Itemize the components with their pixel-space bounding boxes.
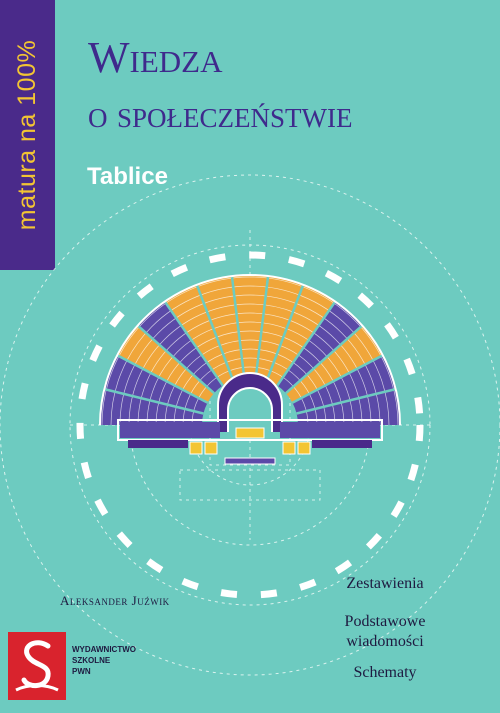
aisle xyxy=(136,324,215,395)
seat-row-arc xyxy=(173,348,327,426)
publisher-line-3: PWN xyxy=(72,667,91,676)
aisle xyxy=(195,284,235,381)
aisle xyxy=(291,354,384,404)
category-line-podstawowe: Podstawowe xyxy=(344,613,426,630)
aisle xyxy=(296,387,396,415)
aisle xyxy=(276,300,337,387)
aisle xyxy=(285,324,364,395)
aisle xyxy=(116,354,209,404)
author: Aleksander Juźwik xyxy=(60,593,170,608)
floor-band xyxy=(117,419,383,465)
publisher-name: WYDAWNICTWO SZKOLNE PWN xyxy=(72,644,136,677)
aisle xyxy=(163,300,224,387)
seat-row-arc xyxy=(155,330,345,426)
seat-sector xyxy=(296,389,400,425)
seat-row-arc xyxy=(182,357,318,426)
publisher-line-2: SZKOLNE xyxy=(72,656,111,665)
category-line-wiadomosci: wiadomości xyxy=(346,633,424,650)
subtitle: Tablice xyxy=(87,163,168,190)
category-podstawowe-wiadomosci: Podstawowe wiadomości xyxy=(310,612,460,652)
seat-sector xyxy=(164,284,233,386)
seat-sector xyxy=(100,389,204,425)
seat-sector xyxy=(285,325,383,403)
publisher-line-1: WYDAWNICTWO xyxy=(72,645,136,654)
series-band: matura na 100% xyxy=(0,0,55,270)
seat-row-arc xyxy=(164,339,336,426)
aisle xyxy=(104,387,204,415)
outer-dash-ring xyxy=(76,251,424,599)
seating-sectors xyxy=(99,274,401,426)
seat-row-arc xyxy=(146,321,354,426)
seating-rim xyxy=(99,274,401,426)
title-line-1: Wiedza xyxy=(88,33,223,82)
central-well xyxy=(217,372,283,439)
seat-sector xyxy=(267,284,336,386)
aisle xyxy=(265,284,305,381)
seat-sector xyxy=(292,355,396,414)
seat-sector xyxy=(117,325,215,403)
seat-sector xyxy=(104,355,208,414)
seat-sector xyxy=(137,301,223,394)
publisher-logo: WYDAWNICTWO SZKOLNE PWN xyxy=(8,632,173,700)
category-zestawienia: Zestawienia xyxy=(346,575,424,592)
category-schematy: Schematy xyxy=(353,664,417,681)
aisle xyxy=(230,275,246,378)
seat-sector xyxy=(231,274,269,378)
seat-sector xyxy=(277,301,363,394)
seat-row-arc xyxy=(137,312,363,426)
aisle xyxy=(254,275,270,378)
seat-row-arc xyxy=(191,366,309,426)
title-line-2: o społeczeństwie xyxy=(88,94,353,136)
publisher-logo-icon xyxy=(8,632,66,700)
